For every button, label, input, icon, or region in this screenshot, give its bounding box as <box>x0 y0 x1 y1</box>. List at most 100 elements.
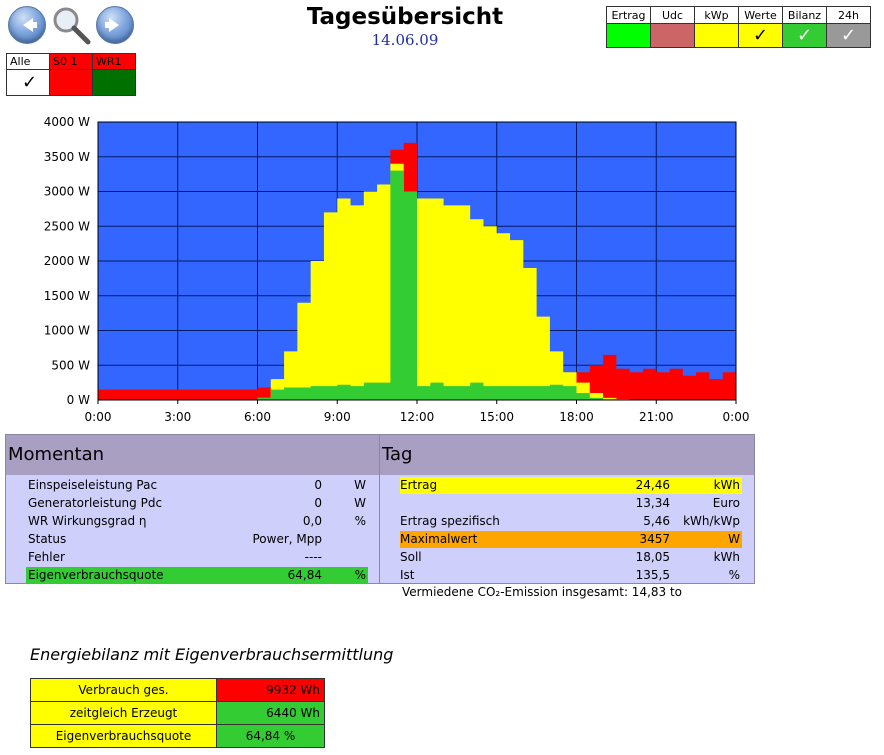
selector-label-s01: S0 1 <box>49 53 93 70</box>
table-row: Eigenverbrauchsquote 64,84 % <box>30 724 325 748</box>
selector-toggle-s01[interactable] <box>49 69 93 96</box>
x-tick-label: 15:00 <box>479 410 514 424</box>
back-button[interactable] <box>8 6 46 44</box>
info-value: 5,46 <box>643 514 670 528</box>
info-label: Generatorleistung Pdc <box>28 496 163 510</box>
y-tick-label: 4000 W <box>44 115 90 129</box>
info-value: 24,46 <box>635 478 670 492</box>
mode-toggle-ertrag[interactable] <box>606 23 651 48</box>
y-tick-label: 0 W <box>67 393 90 407</box>
check-icon: ✓ <box>21 71 38 93</box>
info-value: 0,0 <box>302 514 322 528</box>
info-row: Ertrag spezifisch 5,46 kWh/kWp <box>400 513 742 530</box>
info-unit: % <box>728 568 740 582</box>
info-value: 0 <box>314 496 322 510</box>
mode-label-ertrag: Ertrag <box>606 6 651 24</box>
selector-label-wr1: WR1 <box>92 53 136 70</box>
info-row: Status Power, Mpp <box>26 531 368 548</box>
info-value: ---- <box>304 550 322 564</box>
zoom-button[interactable] <box>50 4 92 46</box>
balance-label: zeitgleich Erzeugt <box>30 701 217 725</box>
info-unit <box>326 531 366 548</box>
selector-toggle-wr1[interactable] <box>92 69 136 96</box>
info-value: 3457 <box>639 532 670 546</box>
x-tick-label: 0:00 <box>85 410 112 424</box>
info-value: 18,05 <box>635 550 670 564</box>
momentan-panel: Momentan Einspeiseleistung Pac 0 W Generato… <box>5 434 380 584</box>
info-row: 13,34 Euro <box>400 495 742 512</box>
info-label: Maximalwert <box>400 532 478 546</box>
x-tick-label: 9:00 <box>324 410 351 424</box>
info-label: Soll <box>400 550 422 564</box>
mode-label-werte: Werte <box>738 6 783 24</box>
info-row: Eigenverbrauchsquote 64,84% <box>26 567 368 584</box>
balance-value: 9932 Wh <box>216 678 325 702</box>
info-unit: W <box>354 496 366 510</box>
info-unit: W <box>354 478 366 492</box>
info-value: Power, Mpp <box>252 532 323 546</box>
balance-table: Verbrauch ges. 9932 Wh zeitgleich Erzeug… <box>30 678 325 748</box>
forward-button[interactable] <box>96 6 134 44</box>
page-date: 14.06.09 <box>371 31 439 49</box>
info-row: Ertrag 24,46 kWh <box>400 477 742 494</box>
info-row: Ist 135,5% <box>400 567 742 584</box>
mode-selector: Ertrag Udc kWp Werte Bilanz 24h ✓ ✓ ✓ <box>606 6 871 48</box>
mode-toggle-kwp[interactable] <box>694 23 739 48</box>
y-tick-label: 3000 W <box>44 185 90 199</box>
balance-value: 64,84 % <box>216 724 325 748</box>
info-unit: kWh/kWp <box>683 514 740 528</box>
tag-heading: Tag <box>380 435 754 475</box>
info-row: Maximalwert 3457 W <box>400 531 742 548</box>
x-tick-label: 21:00 <box>639 410 674 424</box>
info-unit: Euro <box>712 496 740 510</box>
table-row: zeitgleich Erzeugt 6440 Wh <box>30 701 325 725</box>
x-tick-label: 0:00 <box>723 410 750 424</box>
x-tick-label: 18:00 <box>559 410 594 424</box>
info-label: Ist <box>400 568 415 582</box>
info-unit: W <box>728 532 740 546</box>
momentan-heading: Momentan <box>6 435 379 475</box>
y-tick-label: 1500 W <box>44 289 90 303</box>
plot-border <box>97 121 737 401</box>
x-tick-label: 6:00 <box>244 410 271 424</box>
check-icon: ✓ <box>840 24 857 46</box>
info-label: Fehler <box>28 550 65 564</box>
mode-toggle-udc[interactable] <box>650 23 695 48</box>
arrow-right-icon <box>105 18 119 32</box>
info-row: WR Wirkungsgrad η 0,0% <box>26 513 368 530</box>
info-row: Soll 18,05 kWh <box>400 549 742 566</box>
y-tick-label: 2500 W <box>44 219 90 233</box>
device-selector: Alle S0 1 WR1 ✓ <box>6 53 136 96</box>
power-chart: 0 W 500 W 1000 W 1500 W 2000 W 2500 W 3000 W 35… <box>44 115 750 424</box>
mode-label-udc: Udc <box>650 6 695 24</box>
balance-label: Eigenverbrauchsquote <box>30 724 217 748</box>
y-tick-label: 3500 W <box>44 150 90 164</box>
info-value: 64,84 <box>287 568 322 582</box>
info-label: Status <box>28 532 67 546</box>
tag-panel: Tag Ertrag 24,46 kWh 13,34 Euro Ertrag spezif… <box>379 434 755 584</box>
mode-toggle-bilanz[interactable]: ✓ <box>782 23 827 48</box>
mode-label-bilanz: Bilanz <box>782 6 827 24</box>
info-unit: % <box>354 514 366 528</box>
selector-toggle-alle[interactable]: ✓ <box>6 69 50 96</box>
selector-label-alle: Alle <box>6 53 50 70</box>
info-unit: kWh <box>713 478 740 492</box>
info-label: Ertrag spezifisch <box>400 514 500 528</box>
info-label: Eigenverbrauchsquote <box>28 568 164 582</box>
mode-toggle-werte[interactable]: ✓ <box>738 23 783 48</box>
mode-label-24h: 24h <box>826 6 871 24</box>
info-unit <box>326 549 366 566</box>
info-unit: % <box>354 568 366 582</box>
info-row: Generatorleistung Pdc 0 W <box>26 495 368 512</box>
table-row: Verbrauch ges. 9932 Wh <box>30 678 325 702</box>
balance-label: Verbrauch ges. <box>30 678 217 702</box>
info-value: 13,34 <box>635 496 670 510</box>
info-label: Einspeiseleistung Pac <box>28 478 158 492</box>
y-tick-label: 2000 W <box>44 254 90 268</box>
info-value: 135,5 <box>635 568 670 582</box>
check-icon: ✓ <box>752 24 769 46</box>
mode-toggle-24h[interactable]: ✓ <box>826 23 871 48</box>
x-tick-label: 3:00 <box>164 410 191 424</box>
info-label: WR Wirkungsgrad η <box>28 514 147 528</box>
info-label: Ertrag <box>400 478 438 492</box>
